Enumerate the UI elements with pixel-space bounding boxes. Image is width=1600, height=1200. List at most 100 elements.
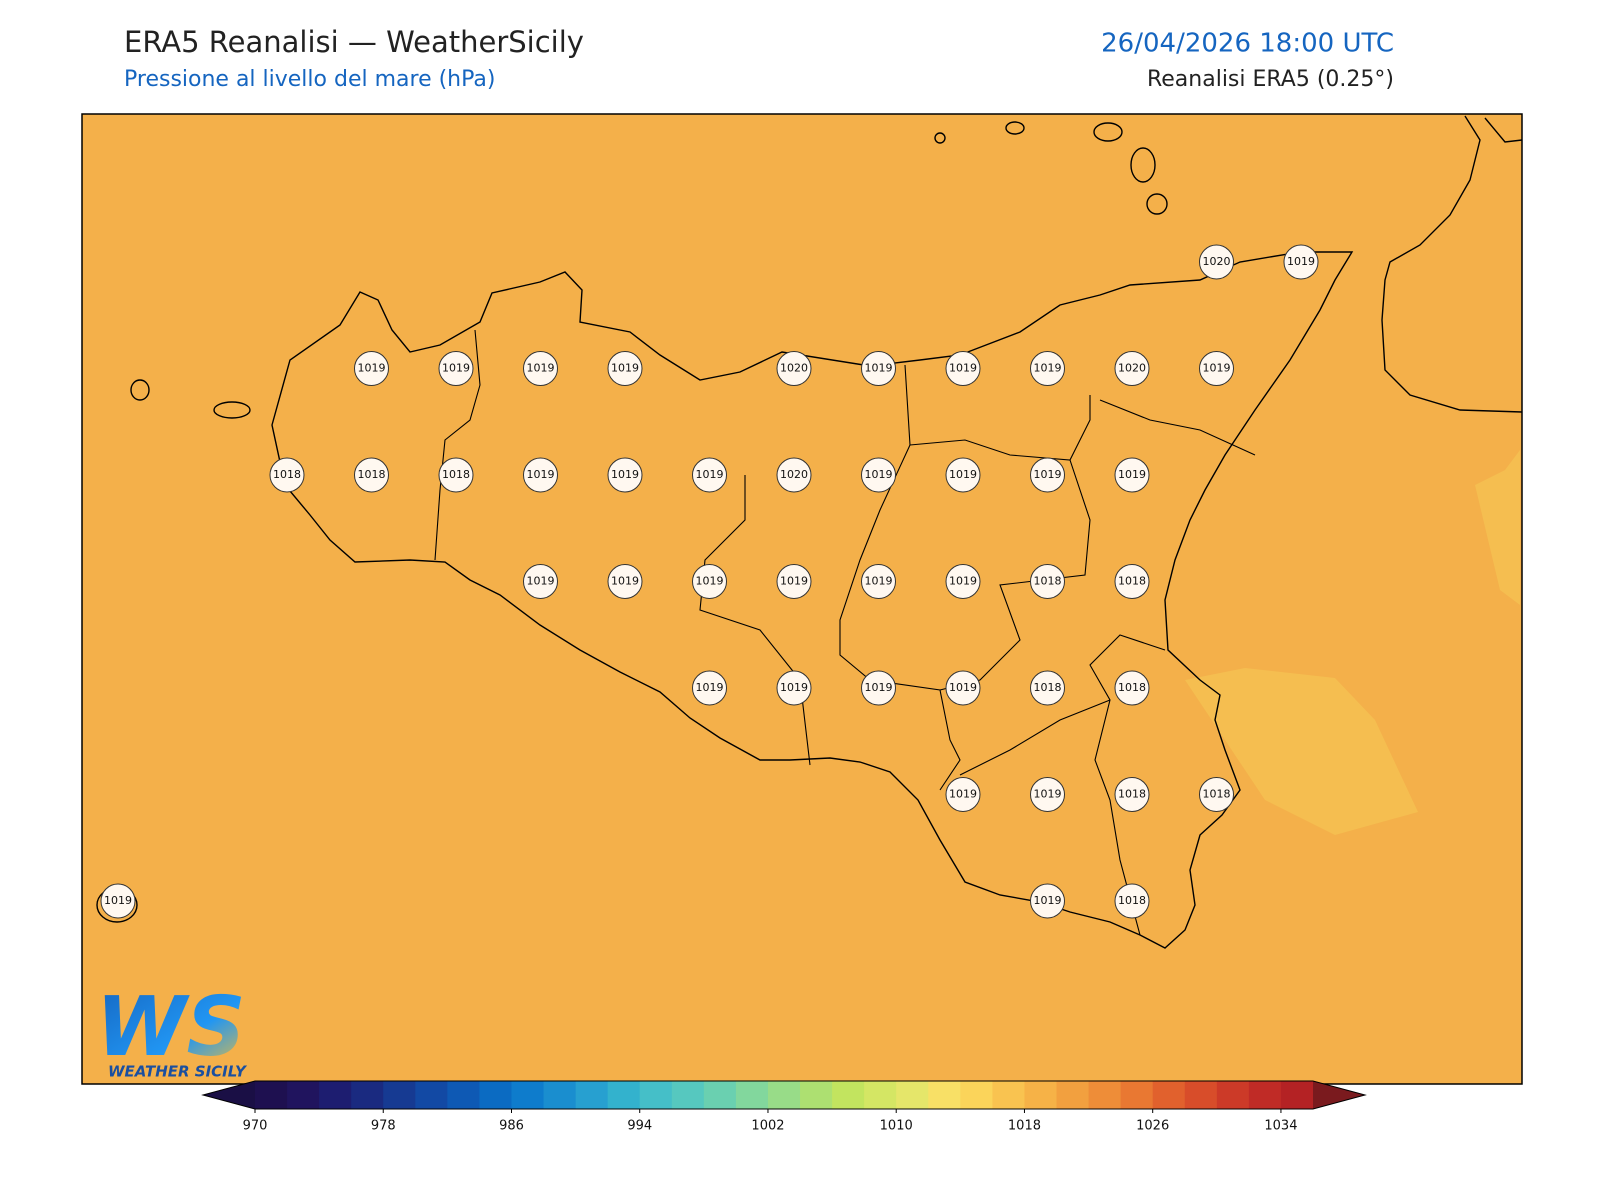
pressure-label: 1019 — [1034, 362, 1062, 375]
pressure-label: 1018 — [1118, 788, 1146, 801]
label-circle — [945, 457, 981, 493]
colorbar-segment — [960, 1081, 993, 1109]
label-circle — [1030, 883, 1065, 919]
colorbar-segment — [1248, 1081, 1282, 1109]
label-circle — [269, 457, 305, 493]
island — [934, 132, 946, 144]
pressure-labels: 1020 1019 1019 1019 1019 1019 1020 1019 1019 1019… — [100, 244, 1319, 919]
colorbar-segment — [671, 1081, 705, 1109]
pressure-label: 1018 — [1034, 575, 1062, 588]
colorbar-tick-label: 1002 — [751, 1119, 784, 1134]
colorbar-tick-label: 1018 — [1008, 1119, 1041, 1134]
colorbar-segment — [383, 1081, 416, 1109]
logo-letters: WS — [96, 980, 246, 1075]
label-circle — [607, 457, 643, 493]
label-circle — [1030, 351, 1065, 386]
map-background — [82, 114, 1522, 1084]
pressure-label: 1019 — [1034, 894, 1062, 907]
colorbar-tick-label: 970 — [243, 1119, 268, 1134]
colorbar-over — [1313, 1081, 1365, 1109]
label-circle — [1030, 670, 1065, 706]
colorbar-segment — [255, 1081, 288, 1109]
label-circle — [1114, 351, 1150, 386]
colorbar-segment — [767, 1081, 801, 1109]
pressure-label: 1019 — [442, 362, 470, 375]
pressure-label: 1020 — [780, 362, 808, 375]
label-circle — [861, 564, 896, 599]
colorbar-tick-label: 1034 — [1264, 1119, 1297, 1134]
pressure-label: 1019 — [104, 894, 132, 907]
pressure-label: 1019 — [949, 681, 977, 694]
label-circle — [1114, 564, 1150, 599]
pressure-label: 1019 — [1034, 468, 1062, 481]
datetime: 26/04/2026 18:00 UTC — [1101, 29, 1394, 59]
label-circle — [1199, 244, 1234, 280]
label-circle — [1283, 244, 1319, 280]
label-circle — [945, 564, 981, 599]
label-circle — [1199, 777, 1234, 812]
label-circle — [776, 457, 812, 493]
colorbar-segment — [287, 1081, 320, 1109]
pressure-label: 1019 — [611, 468, 639, 481]
pressure-label: 1019 — [949, 362, 977, 375]
pressure-label: 1018 — [1118, 575, 1146, 588]
pressure-label: 1019 — [696, 468, 724, 481]
pressure-label: 1018 — [1034, 681, 1062, 694]
sicily-coast — [271, 251, 1354, 949]
colorbar-segment — [800, 1081, 833, 1109]
pressure-label: 1019 — [780, 681, 808, 694]
label-circle — [354, 351, 389, 386]
label-circle — [354, 457, 389, 493]
pressure-label: 1019 — [865, 681, 893, 694]
colorbar-segment — [351, 1081, 384, 1109]
border — [939, 459, 1091, 691]
pressure-label: 1018 — [1118, 681, 1146, 694]
title: ERA5 Reanalisi — WeatherSicily — [124, 25, 584, 59]
pressure-label: 1018 — [1203, 788, 1231, 801]
colorbar-tick-label: 978 — [371, 1119, 396, 1134]
label-circle — [776, 564, 812, 599]
border — [1089, 634, 1166, 936]
label-circle — [523, 457, 558, 493]
island — [1093, 122, 1123, 142]
label-circle — [692, 564, 727, 599]
logo-text: WEATHER SICILY — [108, 1063, 248, 1081]
island — [213, 401, 251, 419]
colorbar-under — [203, 1081, 255, 1109]
label-circle — [945, 351, 981, 386]
pressure-label: 1019 — [865, 575, 893, 588]
border — [959, 699, 1111, 776]
label-circle — [692, 670, 727, 706]
colorbar-segment — [1088, 1081, 1122, 1109]
pressure-label: 1019 — [949, 575, 977, 588]
source: Reanalisi ERA5 (0.25°) — [1147, 67, 1394, 92]
pressure-label: 1019 — [949, 788, 977, 801]
label-circle — [1030, 777, 1065, 812]
label-circle — [607, 351, 643, 386]
label-circle — [607, 564, 643, 599]
colorbar-tick-label: 1010 — [880, 1119, 913, 1134]
colorbar-tick-label: 994 — [627, 1119, 652, 1134]
label-circle — [861, 670, 896, 706]
label-circle — [776, 351, 812, 386]
label-circle — [1114, 883, 1150, 919]
map: 1020 1019 1019 1019 1019 1019 1020 1019 1019 1019… — [81, 113, 1523, 1085]
pressure-label: 1019 — [1203, 362, 1231, 375]
colorbar-segment — [864, 1081, 897, 1109]
pressure-label: 1019 — [611, 575, 639, 588]
pressure-label: 1019 — [865, 362, 893, 375]
pressure-label: 1019 — [949, 468, 977, 481]
label-circle — [861, 457, 896, 493]
label-circle — [1114, 777, 1150, 812]
pressure-label: 1019 — [527, 362, 555, 375]
colorbar: 970 978 986 994 1002 1010 1018 1026 1034 — [201, 1080, 1367, 1134]
pressure-label: 1020 — [1203, 255, 1231, 268]
pressure-label: 1019 — [527, 468, 555, 481]
pressure-area — [1475, 450, 1520, 605]
colorbar-segment — [1184, 1081, 1218, 1109]
coast — [1484, 117, 1523, 143]
label-circle — [523, 564, 558, 599]
pressure-label: 1020 — [1118, 362, 1146, 375]
island — [1005, 121, 1025, 135]
